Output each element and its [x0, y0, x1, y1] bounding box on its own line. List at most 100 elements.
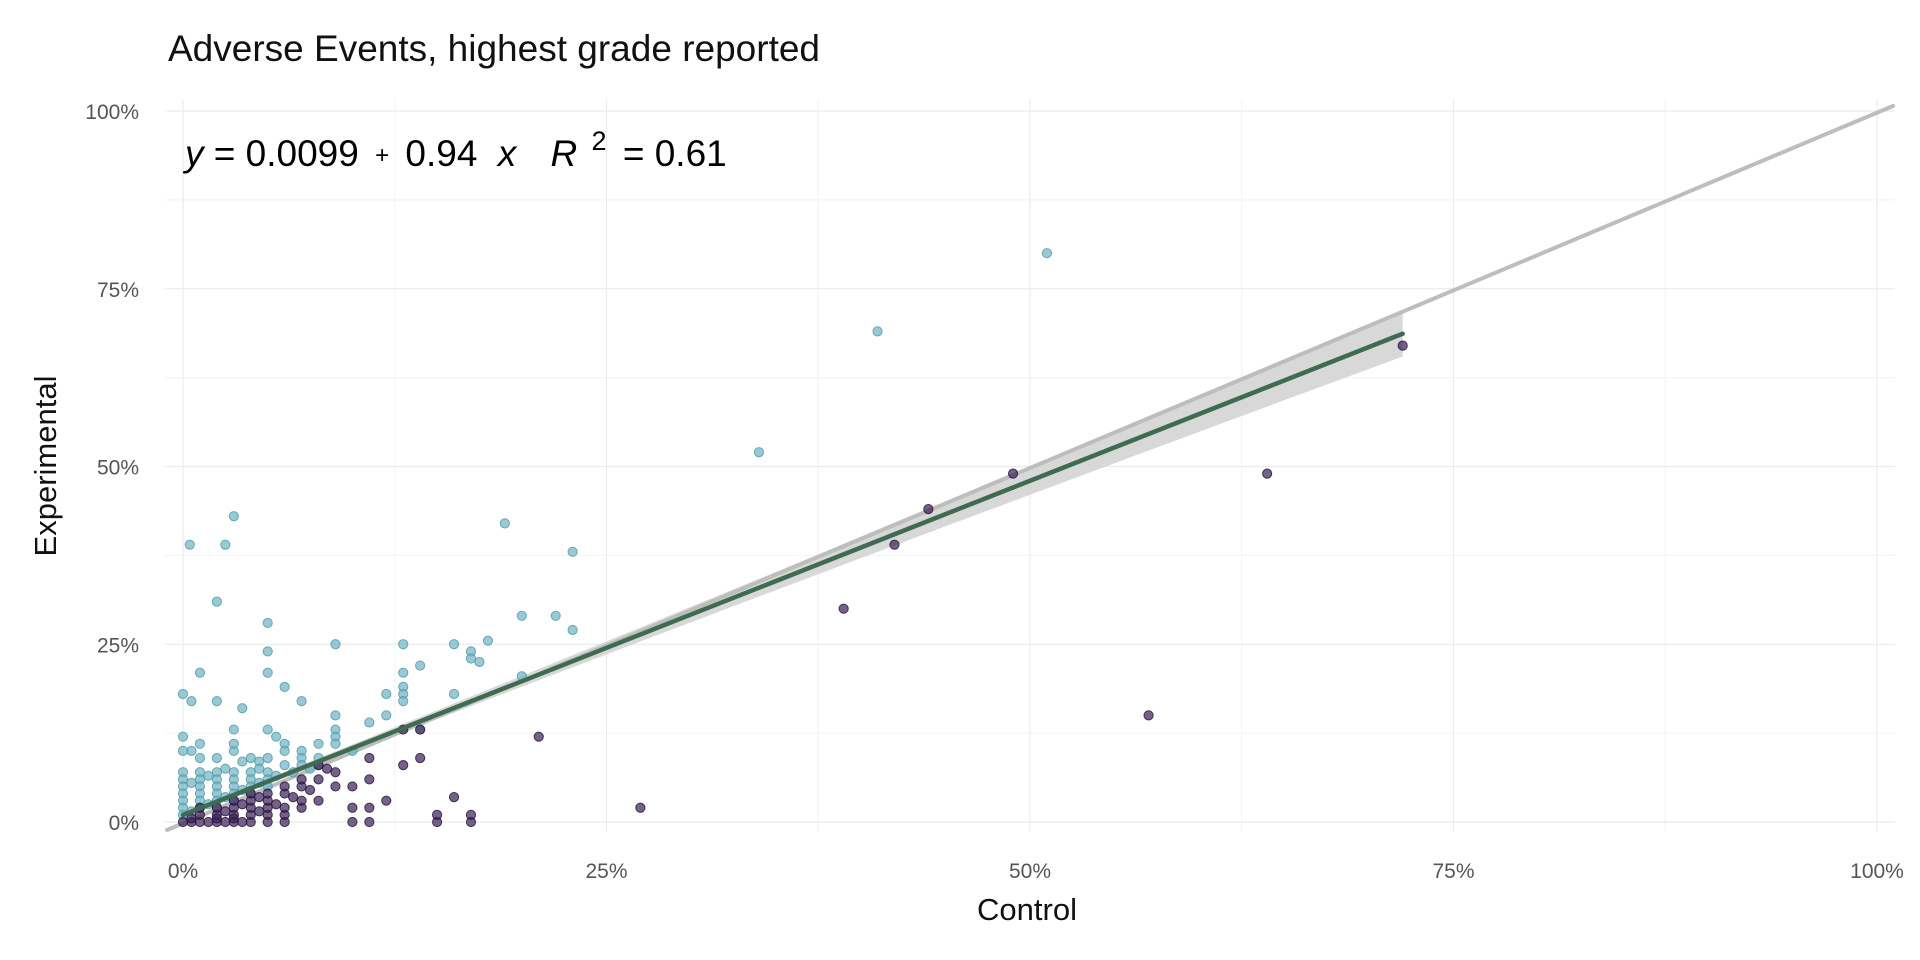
- point-experimental-high: [262, 667, 273, 678]
- point-experimental-high: [194, 667, 206, 678]
- point-experimental-high: [872, 326, 883, 337]
- point-experimental-high: [474, 656, 485, 668]
- eq-intercept: = 0.0099: [214, 133, 359, 174]
- point-experimental-low: [220, 816, 231, 828]
- point-experimental-high: [220, 539, 231, 550]
- point-experimental-high: [237, 703, 248, 714]
- point-experimental-high: [279, 681, 290, 693]
- point-experimental-high: [279, 760, 290, 771]
- point-experimental-low: [254, 792, 265, 803]
- point-experimental-high: [177, 731, 189, 742]
- point-experimental-high: [245, 752, 256, 764]
- point-experimental-high: [186, 745, 197, 757]
- point-experimental-low: [279, 781, 290, 792]
- point-experimental-high: [465, 653, 477, 664]
- point-experimental-low: [415, 752, 426, 764]
- points-layer: [177, 248, 1408, 828]
- eq-r-symbol: R: [551, 133, 578, 174]
- chart-title: Adverse Events, highest grade reported: [168, 28, 820, 69]
- point-experimental-low: [448, 792, 460, 803]
- point-experimental-low: [381, 795, 392, 806]
- point-experimental-low: [398, 760, 409, 771]
- eq-r2-value: = 0.61: [623, 133, 727, 174]
- point-experimental-high: [448, 688, 460, 700]
- point-experimental-low: [296, 795, 307, 806]
- point-experimental-high: [254, 763, 265, 774]
- confidence-band-layer: [183, 311, 1403, 818]
- point-experimental-low: [1007, 468, 1019, 479]
- fit-line: [180, 331, 1405, 818]
- point-experimental-low: [347, 781, 358, 792]
- point-experimental-low: [313, 774, 324, 785]
- x-tick-label: 0%: [168, 860, 198, 883]
- point-experimental-high: [228, 724, 239, 735]
- x-tick-label: 50%: [1009, 860, 1051, 883]
- y-tick-label: 25%: [97, 634, 139, 657]
- point-experimental-low: [304, 784, 316, 796]
- x-tick-label: 75%: [1432, 860, 1474, 883]
- x-tick-label: 25%: [585, 860, 627, 883]
- point-experimental-high: [211, 596, 222, 607]
- point-experimental-high: [330, 639, 341, 650]
- point-experimental-high: [516, 610, 527, 621]
- point-experimental-high: [279, 745, 290, 757]
- point-experimental-high: [237, 756, 248, 767]
- point-experimental-low: [838, 603, 849, 614]
- point-experimental-low: [364, 774, 375, 785]
- point-experimental-high: [415, 660, 426, 671]
- tick-labels: 0% 25% 50% 75% 100% 0% 25% 50% 75% 100%: [85, 101, 1904, 883]
- point-experimental-low: [262, 788, 273, 799]
- point-experimental-high: [448, 639, 460, 650]
- point-experimental-low: [321, 763, 333, 774]
- point-experimental-high: [381, 688, 392, 700]
- point-experimental-low: [923, 504, 934, 515]
- point-experimental-high: [186, 777, 197, 788]
- point-experimental-low: [889, 539, 900, 550]
- regression-equation: y = 0.0099 + 0.94 x R 2 = 0.61: [182, 117, 727, 174]
- point-experimental-low: [364, 802, 375, 813]
- point-experimental-high: [398, 639, 409, 650]
- point-experimental-high: [398, 696, 409, 707]
- y-axis-label: Experimental: [28, 376, 63, 557]
- point-experimental-low: [237, 816, 248, 828]
- point-experimental-high: [482, 635, 494, 646]
- point-experimental-high: [296, 696, 307, 707]
- point-experimental-high: [330, 738, 341, 749]
- point-experimental-high: [550, 610, 561, 621]
- point-experimental-high: [262, 646, 273, 657]
- point-experimental-high: [177, 688, 189, 700]
- point-experimental-low: [313, 795, 324, 806]
- point-experimental-high: [398, 667, 409, 678]
- fit-line-layer: [180, 331, 1405, 818]
- point-experimental-low: [1262, 468, 1273, 479]
- point-experimental-high: [262, 617, 273, 629]
- point-experimental-high: [211, 696, 222, 707]
- point-experimental-high: [211, 752, 222, 764]
- point-experimental-high: [381, 710, 392, 721]
- confidence-band: [183, 311, 1403, 818]
- point-experimental-high: [753, 447, 765, 458]
- point-experimental-low: [347, 802, 358, 813]
- point-experimental-low: [1143, 710, 1154, 721]
- point-experimental-low: [220, 806, 231, 817]
- point-experimental-low: [279, 802, 290, 813]
- point-experimental-low: [347, 816, 358, 828]
- point-experimental-low: [203, 816, 214, 828]
- point-experimental-low: [330, 781, 341, 792]
- point-experimental-low: [533, 731, 544, 742]
- point-experimental-low: [237, 799, 248, 810]
- point-experimental-high: [186, 696, 197, 707]
- point-experimental-high: [184, 539, 195, 550]
- point-experimental-low: [271, 799, 282, 810]
- point-experimental-low: [432, 809, 443, 820]
- point-experimental-low: [288, 792, 299, 803]
- point-experimental-high: [330, 710, 341, 721]
- eq-r-exponent: 2: [592, 126, 607, 156]
- point-experimental-low: [228, 813, 239, 824]
- point-experimental-low: [1397, 340, 1408, 351]
- point-experimental-high: [313, 738, 324, 749]
- y-tick-label: 50%: [97, 457, 139, 480]
- y-tick-label: 100%: [85, 101, 139, 124]
- eq-y-symbol: y: [182, 133, 206, 174]
- eq-x-symbol: x: [496, 133, 518, 174]
